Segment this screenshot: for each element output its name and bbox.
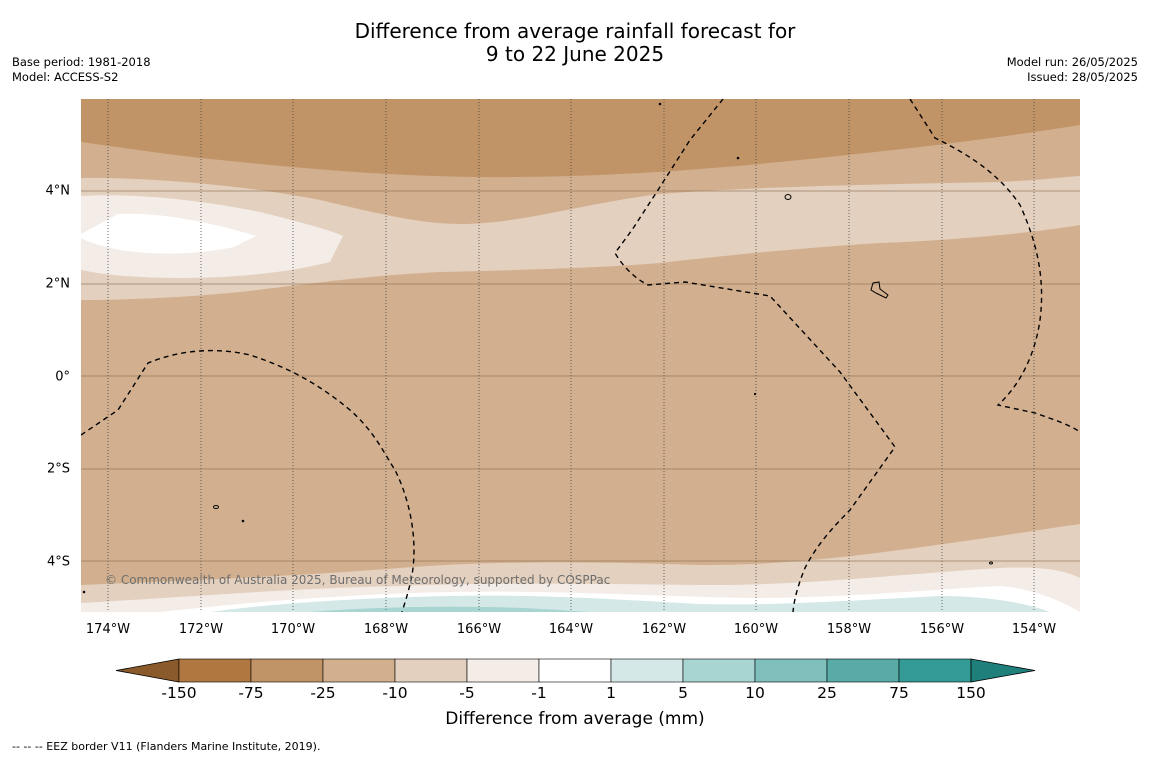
band-neg75-neg25	[81, 99, 1080, 178]
lon-label-162w: 162°W	[641, 622, 687, 637]
colorbar-tick-label: -5	[459, 684, 475, 702]
lat-label-2n: 2°N	[45, 276, 71, 292]
model-text: Model: ACCESS-S2	[12, 70, 119, 84]
colorbar-tick-label: 10	[745, 684, 765, 702]
lat-label-2s: 2°S	[46, 461, 70, 477]
colorbar-title: Difference from average (mm)	[445, 709, 705, 729]
run-info: Model run: 26/05/2025 Issued: 28/05/2025	[1007, 55, 1138, 85]
lon-label-174w: 174°W	[85, 622, 131, 637]
base-info: Base period: 1981-2018 Model: ACCESS-S2	[12, 55, 151, 85]
band-pos5-pos10-south	[310, 606, 590, 612]
lon-label-172w: 172°W	[178, 622, 224, 637]
band-neutral-north	[81, 213, 256, 254]
colorbar-tick-label: -150	[161, 684, 197, 702]
eez-legend-footer: -- -- -- EEZ border V11 (Flanders Marine…	[12, 740, 321, 753]
colorbar-tick-label: -10	[382, 684, 408, 702]
base-period-text: Base period: 1981-2018	[12, 55, 151, 69]
lon-label-160w: 160°W	[733, 622, 779, 637]
lon-label-158w: 158°W	[826, 622, 872, 637]
colorbar-tick-label: 150	[956, 684, 986, 702]
lat-label-4s: 4°S	[46, 554, 70, 570]
colorbar-tick-label: 75	[889, 684, 909, 702]
band-neg10-neg5-north	[81, 176, 1080, 300]
colorbar-tick-label: 25	[817, 684, 837, 702]
copyright-text: © Commonwealth of Australia 2025, Bureau…	[105, 573, 610, 587]
colorbar-tick-label: 5	[678, 684, 688, 702]
island-outlines	[82, 102, 993, 594]
colorbar-tick-label: -75	[238, 684, 264, 702]
lon-label-168w: 168°W	[363, 622, 409, 637]
band-neg25-neg10	[81, 99, 1080, 612]
model-run-text: Model run: 26/05/2025	[1006, 55, 1138, 69]
eez-borders	[81, 99, 1080, 612]
lon-label-154w: 154°W	[1011, 622, 1057, 637]
lat-label-4n: 4°N	[45, 183, 71, 199]
parallel-gridlines	[81, 190, 1080, 562]
lat-label-0: 0°	[55, 369, 70, 385]
lon-label-156w: 156°W	[919, 622, 965, 637]
colorbar-tick-label: -1	[531, 684, 547, 702]
issued-text: Issued: 28/05/2025	[1027, 70, 1138, 84]
lon-label-166w: 166°W	[456, 622, 502, 637]
colorbar-tick-label: -25	[310, 684, 336, 702]
map-title-line2: 9 to 22 June 2025	[485, 42, 665, 66]
lon-label-164w: 164°W	[548, 622, 594, 637]
lon-label-170w: 170°W	[270, 622, 316, 637]
colorbar-tick-label: 1	[606, 684, 616, 702]
map-title-line1: Difference from average rainfall forecas…	[354, 19, 796, 43]
